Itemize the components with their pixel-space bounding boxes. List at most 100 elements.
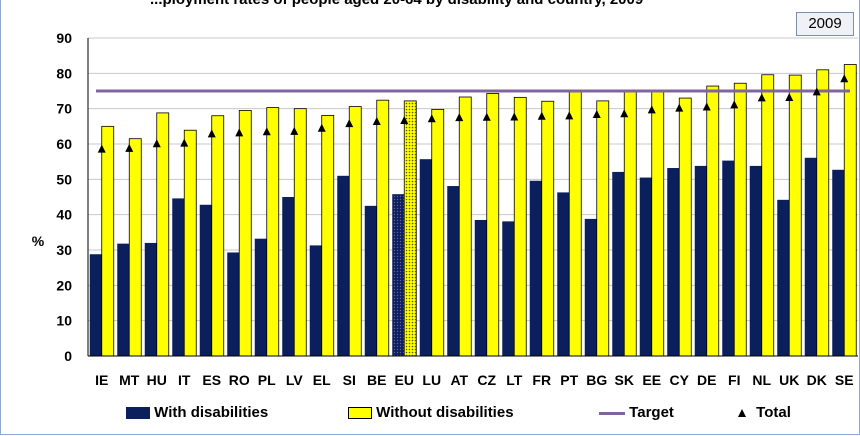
bar-with-disabilities bbox=[364, 205, 377, 356]
bar-with-disabilities bbox=[199, 204, 212, 356]
legend-label-without-disabilities: Without disabilities bbox=[376, 404, 514, 421]
x-tick-label: IE bbox=[95, 372, 108, 388]
y-tick-label: 80 bbox=[56, 65, 72, 81]
bar-without-disabilities bbox=[431, 108, 445, 357]
bar-without-disabilities bbox=[678, 97, 692, 357]
total-marker bbox=[180, 138, 189, 147]
legend-swatch-without-disabilities bbox=[348, 407, 372, 420]
bar-without-disabilities bbox=[238, 110, 252, 357]
legend-without-disabilities: Without disabilities bbox=[348, 404, 514, 421]
total-marker bbox=[372, 117, 381, 126]
x-tick-label: DK bbox=[807, 372, 827, 388]
bar-with-disabilities bbox=[502, 221, 515, 356]
bar-without-disabilities bbox=[376, 99, 390, 357]
total-marker bbox=[345, 119, 354, 128]
bar-with-disabilities bbox=[804, 157, 817, 356]
y-tick-label: 90 bbox=[56, 30, 72, 46]
total-marker bbox=[592, 109, 601, 118]
bar-without-disabilities bbox=[651, 90, 665, 357]
total-marker bbox=[97, 144, 106, 153]
bar-with-disabilities bbox=[447, 186, 460, 356]
y-tick-label: 30 bbox=[56, 242, 72, 258]
bar-without-disabilities bbox=[706, 85, 720, 357]
bar-with-disabilities bbox=[282, 197, 295, 356]
y-tick-label: 20 bbox=[56, 277, 72, 293]
bar-with-disabilities bbox=[777, 199, 790, 356]
x-tick-label: SK bbox=[615, 372, 634, 388]
x-tick-label: RO bbox=[229, 372, 250, 388]
total-marker bbox=[785, 93, 794, 102]
x-tick-label: LU bbox=[422, 372, 441, 388]
bar-with-disabilities bbox=[89, 254, 102, 356]
bar-without-disabilities bbox=[623, 90, 637, 357]
chart-title: ...ployment rates of people aged 20-64 b… bbox=[150, 0, 790, 9]
legend-target: Target bbox=[599, 404, 674, 421]
y-tick-label: 0 bbox=[64, 348, 72, 364]
x-tick-label: ES bbox=[202, 372, 221, 388]
bar-with-disabilities bbox=[584, 218, 597, 356]
legend-total: Total bbox=[738, 404, 791, 421]
total-marker bbox=[482, 112, 491, 121]
x-tick-label: AT bbox=[450, 372, 468, 388]
y-tick-label: 70 bbox=[56, 101, 72, 117]
bar-without-disabilities bbox=[101, 125, 115, 357]
bar-with-disabilities bbox=[172, 198, 185, 356]
bar-with-disabilities bbox=[419, 159, 432, 356]
x-tick-label: LT bbox=[506, 372, 523, 388]
bar-with-disabilities bbox=[309, 245, 322, 356]
y-tick-label: 40 bbox=[56, 207, 72, 223]
bar-without-disabilities bbox=[733, 82, 747, 357]
bar-with-disabilities bbox=[639, 177, 652, 356]
total-marker bbox=[812, 87, 821, 96]
x-tick-label: FR bbox=[532, 372, 551, 388]
total-marker bbox=[702, 102, 711, 111]
x-tick-label: SI bbox=[343, 372, 356, 388]
total-marker bbox=[565, 111, 574, 120]
total-marker bbox=[125, 143, 134, 152]
y-tick-label: 60 bbox=[56, 136, 72, 152]
bar-with-disabilities bbox=[722, 160, 735, 356]
bar-without-disabilities bbox=[293, 108, 307, 357]
bar-without-disabilities bbox=[486, 93, 500, 357]
bar-with-disabilities bbox=[144, 242, 157, 356]
bar-with-disabilities bbox=[557, 192, 570, 356]
bar-with-disabilities bbox=[694, 165, 707, 356]
x-tick-label: IT bbox=[178, 372, 191, 388]
bar-without-disabilities bbox=[348, 106, 362, 357]
x-tick-label: EU bbox=[395, 372, 414, 388]
total-marker bbox=[317, 123, 326, 132]
bar-without-disabilities bbox=[458, 96, 472, 357]
total-marker bbox=[427, 114, 436, 123]
x-tick-label: BG bbox=[586, 372, 607, 388]
legend-label-total: Total bbox=[756, 404, 791, 421]
x-tick-label: CZ bbox=[477, 372, 496, 388]
bar-without-disabilities bbox=[568, 90, 582, 357]
x-tick-label: CY bbox=[670, 372, 690, 388]
bar-without-disabilities bbox=[321, 114, 335, 357]
total-marker bbox=[537, 111, 546, 120]
total-markers bbox=[97, 74, 849, 153]
x-tick-label: UK bbox=[779, 372, 799, 388]
total-marker bbox=[235, 128, 244, 137]
tick-labels: 0 10 20 30 40 50 60 70 80 90% IE MT HU IT ES RO PL LV EL SI… bbox=[32, 30, 854, 388]
x-tick-label: MT bbox=[119, 372, 140, 388]
legend-label-target: Target bbox=[629, 404, 674, 421]
total-marker bbox=[675, 103, 684, 112]
bar-with-disabilities bbox=[392, 194, 405, 356]
bar-with-disabilities bbox=[667, 168, 680, 356]
legend-swatch-total bbox=[738, 409, 746, 418]
bar-with-disabilities bbox=[117, 243, 130, 356]
total-marker bbox=[647, 105, 656, 114]
bars bbox=[89, 64, 857, 357]
y-tick-label: 50 bbox=[56, 171, 72, 187]
bar-without-disabilities bbox=[761, 74, 775, 357]
total-marker bbox=[840, 74, 849, 83]
x-tick-label: PT bbox=[560, 372, 578, 388]
total-marker bbox=[152, 139, 161, 148]
bar-without-disabilities bbox=[403, 100, 417, 357]
year-label: 2009 bbox=[796, 12, 854, 36]
total-marker bbox=[510, 112, 519, 121]
bar-with-disabilities bbox=[612, 171, 625, 356]
x-tick-label: LV bbox=[286, 372, 304, 388]
bar-without-disabilities bbox=[211, 115, 225, 357]
